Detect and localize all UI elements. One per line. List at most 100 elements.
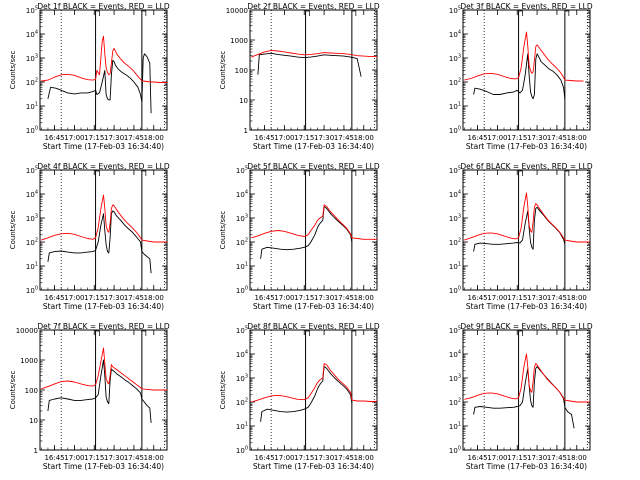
y-tick-label: 102	[449, 238, 461, 248]
y-tick-exponent: 0	[245, 446, 248, 452]
y-tick-label: 105	[26, 6, 38, 16]
y-tick-label: 105	[449, 6, 461, 16]
y-tick-label: 102	[236, 398, 248, 408]
x-tick-label: 16:45	[44, 294, 64, 302]
plot-frame	[249, 329, 378, 451]
plot-frame	[249, 169, 378, 291]
y-tick-label: 101	[26, 102, 38, 112]
x-tick-label: 17:30	[314, 134, 334, 142]
y-tick-exponent: 0	[458, 286, 461, 292]
y-tick-exponent: 0	[458, 126, 461, 132]
x-axis-label: Start Time (17-Feb-03 16:34:40)	[43, 302, 164, 311]
lld-series-line	[41, 347, 167, 391]
y-tick-exponent: 4	[35, 190, 38, 196]
chart-title: Det 7f BLACK = Events, RED = LLD	[37, 322, 170, 331]
lld-series-line	[464, 31, 584, 82]
x-tick-label: 17:15	[294, 294, 314, 302]
chart-title: Det 9f BLACK = Events, RED = LLD	[460, 322, 593, 331]
y-tick-label: 102	[26, 78, 38, 88]
chart-panel: Det 5f BLACK = Events, RED = LLD10010110…	[219, 162, 380, 311]
y-tick-label: 103	[26, 54, 38, 64]
chart-title: Det 2f BLACK = Events, RED = LLD	[247, 2, 380, 11]
x-tick-label: 17:45	[547, 134, 567, 142]
interval-bracket	[305, 170, 310, 176]
y-tick-exponent: 1	[458, 102, 461, 108]
y-tick-exponent: 3	[458, 54, 461, 60]
y-tick-label: 102	[449, 398, 461, 408]
x-tick-label: 17:00	[487, 454, 507, 462]
y-tick-exponent: 1	[35, 102, 38, 108]
x-tick-label: 18:00	[567, 134, 587, 142]
chart-panel: Det 2f BLACK = Events, RED = LLD 1 10 100 10…	[219, 2, 380, 151]
x-tick-label: 16:45	[44, 134, 64, 142]
x-tick-label: 17:30	[104, 294, 124, 302]
x-axis-label: Start Time (17-Feb-03 16:34:40)	[253, 462, 374, 471]
events-series-line	[257, 52, 362, 77]
y-axis-label: Counts/sec	[219, 211, 227, 250]
y-tick-label: 103	[236, 214, 248, 224]
x-tick-label: 17:45	[547, 454, 567, 462]
x-tick-label: 16:45	[467, 454, 487, 462]
events-series-line	[473, 366, 575, 429]
y-tick-exponent: 3	[458, 214, 461, 220]
x-tick-label: 18:00	[144, 454, 164, 462]
x-tick-label: 17:15	[84, 134, 104, 142]
y-tick-label: 101	[449, 102, 461, 112]
lld-series-line	[464, 353, 590, 403]
interval-bracket	[351, 170, 357, 176]
x-tick-label: 17:45	[334, 134, 354, 142]
x-tick-label: 17:15	[507, 294, 527, 302]
x-axis-label: Start Time (17-Feb-03 16:34:40)	[43, 462, 164, 471]
x-axis-label: Start Time (17-Feb-03 16:34:40)	[253, 142, 374, 151]
y-tick-exponent: 4	[245, 350, 248, 356]
x-tick-label: 18:00	[567, 454, 587, 462]
y-tick-exponent: 1	[35, 262, 38, 268]
x-tick-label: 17:45	[547, 294, 567, 302]
y-tick-exponent: 1	[458, 262, 461, 268]
y-tick-label: 102	[26, 238, 38, 248]
y-tick-exponent: 2	[458, 78, 461, 84]
x-axis-label: Start Time (17-Feb-03 16:34:40)	[466, 302, 587, 311]
chart-panel: Det 4f BLACK = Events, RED = LLD10010110…	[9, 162, 170, 311]
y-tick-exponent: 1	[245, 262, 248, 268]
x-tick-label: 16:45	[254, 454, 274, 462]
y-tick-label: 104	[449, 30, 461, 40]
chart-panel: Det 8f BLACK = Events, RED = LLD10010110…	[219, 322, 380, 471]
y-tick-exponent: 2	[35, 238, 38, 244]
y-tick-label: 100	[235, 67, 248, 75]
chart-title: Det 1f BLACK = Events, RED = LLD	[37, 2, 170, 11]
x-tick-label: 17:30	[527, 134, 547, 142]
y-tick-label: 10000	[16, 327, 38, 335]
lld-series-line	[41, 194, 167, 243]
y-tick-label: 100	[449, 446, 461, 456]
y-tick-exponent: 4	[245, 190, 248, 196]
plot-frame	[462, 9, 591, 131]
y-tick-exponent: 2	[245, 238, 248, 244]
x-tick-label: 17:45	[334, 294, 354, 302]
x-tick-label: 18:00	[144, 134, 164, 142]
interval-bracket	[141, 330, 147, 336]
x-tick-label: 17:45	[124, 294, 144, 302]
y-tick-exponent: 5	[458, 326, 461, 332]
x-tick-label: 17:00	[64, 294, 84, 302]
y-tick-label: 105	[26, 166, 38, 176]
y-tick-label: 103	[26, 214, 38, 224]
x-tick-label: 17:15	[507, 454, 527, 462]
y-tick-exponent: 0	[35, 126, 38, 132]
x-tick-label: 16:45	[254, 294, 274, 302]
plot-frame	[462, 329, 591, 451]
x-tick-label: 17:00	[64, 454, 84, 462]
chart-title: Det 6f BLACK = Events, RED = LLD	[460, 162, 593, 171]
x-axis-label: Start Time (17-Feb-03 16:34:40)	[43, 142, 164, 151]
interval-bracket	[518, 170, 523, 176]
y-axis-label: Counts/sec	[9, 51, 17, 90]
interval-bracket	[305, 330, 310, 336]
x-tick-label: 18:00	[354, 454, 374, 462]
y-tick-label: 100	[26, 286, 38, 296]
events-series-line	[260, 366, 353, 422]
x-tick-label: 18:00	[567, 294, 587, 302]
y-tick-exponent: 2	[458, 398, 461, 404]
y-tick-exponent: 4	[458, 190, 461, 196]
y-tick-label: 100	[25, 387, 38, 395]
y-tick-label: 10	[239, 97, 248, 105]
